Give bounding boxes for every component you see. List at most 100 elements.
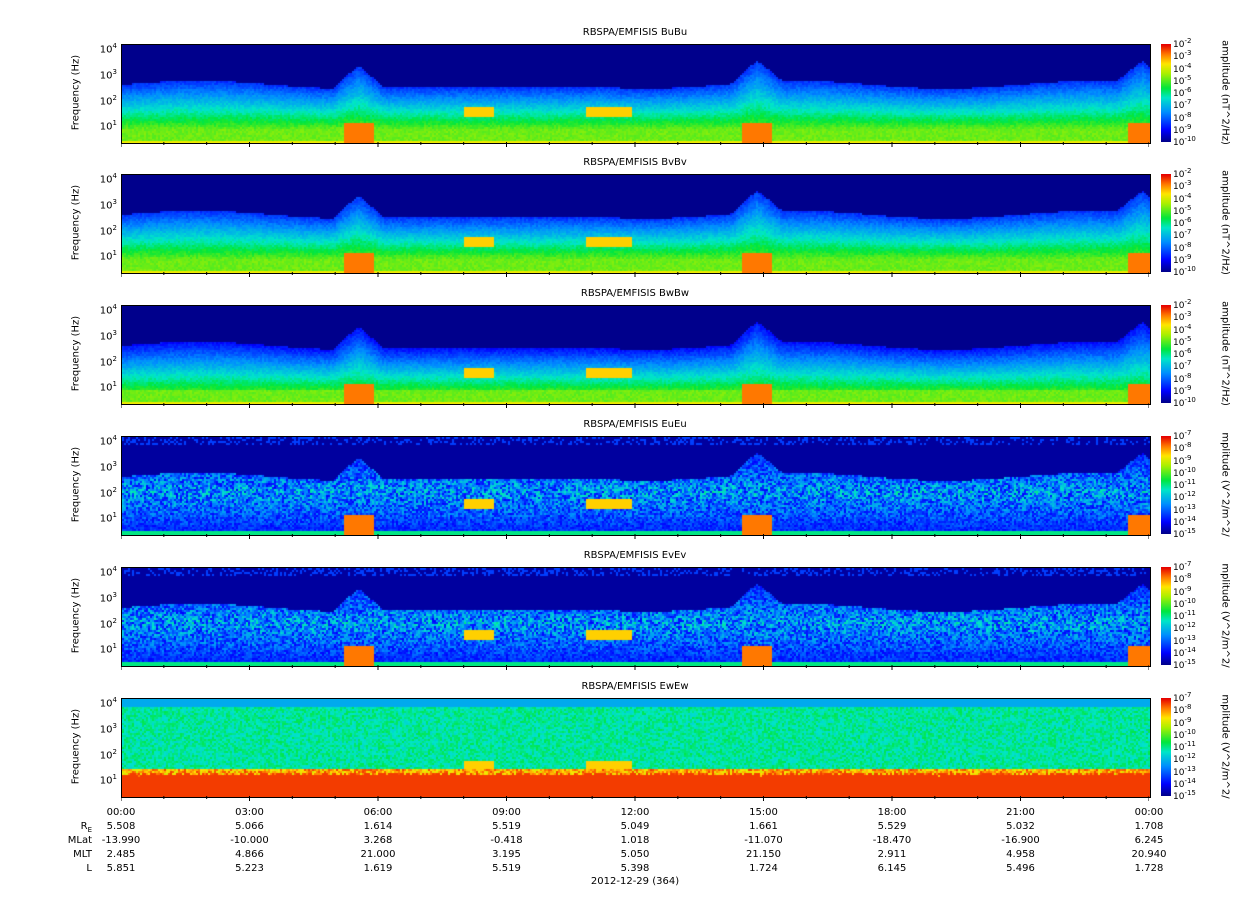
y-tick-label: 102 <box>77 94 117 107</box>
colorbar-tick-label: 10-11 <box>1173 478 1196 491</box>
colorbar-tick-exponent: -7 <box>1184 691 1192 699</box>
y-tick-base: 10 <box>99 619 113 631</box>
spectrogram <box>121 698 1151 798</box>
y-tick-label: 104 <box>77 172 117 185</box>
colorbar-tick-exponent: -9 <box>1184 584 1192 593</box>
colorbar-tick-exponent: -5 <box>1184 334 1192 343</box>
ephemeris-label-text: MLT <box>73 849 92 860</box>
y-tick-label: 101 <box>77 380 117 393</box>
colorbar-tick-label: 10-9 <box>1173 585 1191 598</box>
ephemeris-value: 5.851 <box>106 863 136 874</box>
colorbar-tick-exponent: -3 <box>1184 179 1192 188</box>
colorbar-tick-exponent: -9 <box>1184 715 1192 724</box>
y-tick-label: 104 <box>77 696 117 709</box>
y-tick-label: 101 <box>77 119 117 132</box>
colorbar-tick-base: 10 <box>1173 456 1185 467</box>
colorbar-tick-base: 10 <box>1173 505 1185 516</box>
colorbar-tick-base: 10 <box>1173 301 1185 311</box>
colorbar-tick-exponent: -3 <box>1184 310 1192 319</box>
ephemeris-value: 1.619 <box>363 863 393 874</box>
colorbar-tick-base: 10 <box>1173 694 1185 704</box>
colorbar-tick-exponent: -15 <box>1184 527 1196 535</box>
colorbar-tick-label: 10-9 <box>1173 716 1191 729</box>
colorbar-tick-base: 10 <box>1173 779 1185 790</box>
y-tick-exponent: 4 <box>112 565 117 574</box>
colorbar-tick-label: 10-15 <box>1173 658 1196 671</box>
spectrogram <box>121 174 1151 274</box>
colorbar-tick-exponent: -10 <box>1184 265 1196 273</box>
colorbar-tick-base: 10 <box>1173 575 1185 586</box>
colorbar <box>1161 698 1171 796</box>
y-tick-exponent: 1 <box>112 773 117 782</box>
colorbar-tick-exponent: -13 <box>1184 502 1196 511</box>
ephemeris-value: 2.911 <box>877 849 907 860</box>
colorbar-tick-exponent: -12 <box>1184 490 1196 499</box>
colorbar-tick-label: 10-13 <box>1173 503 1196 516</box>
colorbar-tick-exponent: -15 <box>1184 789 1196 797</box>
spectrogram <box>121 567 1151 667</box>
colorbar-tick-exponent: -15 <box>1184 658 1196 666</box>
colorbar-tick-base: 10 <box>1173 113 1185 124</box>
y-tick-base: 10 <box>99 200 113 212</box>
y-tick-label: 104 <box>77 42 117 55</box>
y-tick-base: 10 <box>99 331 113 343</box>
date-label: 2012-12-29 (364) <box>590 876 680 887</box>
ephemeris-value: 5.519 <box>492 821 521 832</box>
y-tick-exponent: 2 <box>112 485 117 494</box>
colorbar-tick-exponent: -7 <box>1184 98 1192 107</box>
colorbar-tick-base: 10 <box>1173 64 1185 75</box>
colorbar-tick-label: 10-7 <box>1173 359 1191 372</box>
y-tick-exponent: 3 <box>112 329 117 337</box>
colorbar-tick-base: 10 <box>1173 612 1185 622</box>
colorbar-tick-label: 10-4 <box>1173 192 1191 205</box>
x-tick-label: 15:00 <box>749 807 778 818</box>
ephemeris-value: 5.529 <box>877 821 907 832</box>
colorbar-tick-label: 10-10 <box>1173 135 1196 148</box>
x-tick-label: 00:00 <box>1134 807 1164 818</box>
colorbar-tick-base: 10 <box>1173 89 1185 99</box>
ephemeris-value: 5.519 <box>492 863 521 874</box>
x-tick-label: 03:00 <box>235 807 264 818</box>
y-tick-exponent: 1 <box>112 511 117 520</box>
y-tick-base: 10 <box>99 567 113 579</box>
y-tick-exponent: 2 <box>112 93 117 102</box>
y-tick-exponent: 3 <box>112 591 117 599</box>
colorbar-tick-exponent: -11 <box>1184 609 1196 617</box>
colorbar-tick-exponent: -14 <box>1184 776 1196 785</box>
y-tick-base: 10 <box>99 488 113 500</box>
y-tick-exponent: 2 <box>112 354 117 363</box>
colorbar-label: mplitude (V^2/m^2/ <box>1219 694 1231 799</box>
colorbar-tick-exponent: -7 <box>1184 228 1192 237</box>
colorbar-tick-label: 10-3 <box>1173 49 1191 62</box>
colorbar-tick-base: 10 <box>1173 206 1185 217</box>
y-tick-exponent: 3 <box>112 722 117 730</box>
y-tick-label: 104 <box>77 303 117 316</box>
colorbar-tick-label: 10-15 <box>1173 789 1196 802</box>
colorbar-tick-base: 10 <box>1173 743 1185 753</box>
colorbar-tick-base: 10 <box>1173 517 1185 528</box>
colorbar-tick-label: 10-7 <box>1173 228 1191 241</box>
colorbar <box>1161 174 1171 272</box>
colorbar-tick-base: 10 <box>1173 493 1185 504</box>
colorbar-tick-base: 10 <box>1173 599 1185 610</box>
y-tick-base: 10 <box>99 750 113 762</box>
y-tick-exponent: 1 <box>112 249 117 258</box>
colorbar-label: amplitude (nT^2/Hz) <box>1219 40 1231 145</box>
colorbar-tick-label: 10-2 <box>1173 298 1191 311</box>
spectrogram <box>121 44 1151 144</box>
ephemeris-value: 5.049 <box>620 821 650 832</box>
colorbar-tick-base: 10 <box>1173 325 1185 336</box>
colorbar-tick-label: 10-6 <box>1173 86 1191 99</box>
y-tick-base: 10 <box>99 44 113 56</box>
colorbar-label: mplitude (V^2/m^2/ <box>1219 432 1231 537</box>
x-tick-label: 09:00 <box>492 807 521 818</box>
colorbar-tick-exponent: -5 <box>1184 73 1192 82</box>
ephemeris-label: RE <box>32 821 92 834</box>
colorbar-tick-base: 10 <box>1173 76 1185 87</box>
colorbar-tick-exponent: -8 <box>1184 703 1192 712</box>
colorbar-tick-base: 10 <box>1173 52 1185 63</box>
ephemeris-value: 1.724 <box>749 863 778 874</box>
colorbar-tick-exponent: -2 <box>1184 167 1192 175</box>
colorbar-tick-base: 10 <box>1173 730 1185 741</box>
